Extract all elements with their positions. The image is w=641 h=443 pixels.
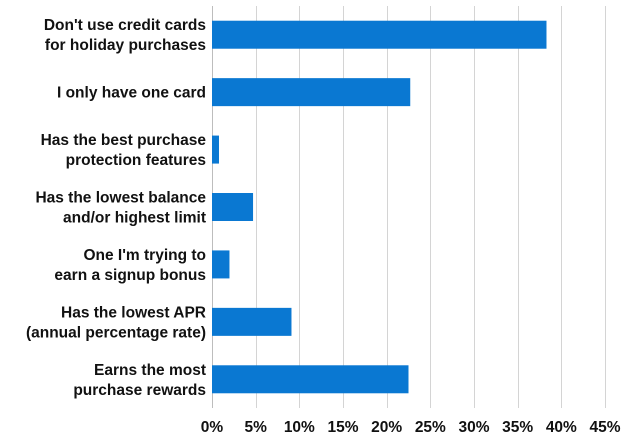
x-tick-labels: 0% 5% 10% 15% 20% 25% 30% 35% 40% 45% (201, 419, 621, 436)
x-tick-label: 5% (244, 419, 267, 436)
bar (212, 135, 219, 164)
bars (212, 20, 547, 394)
bar (212, 78, 411, 107)
category-label: Has the best purchase protection features (41, 132, 207, 169)
x-tick-label: 30% (458, 419, 489, 436)
bar (212, 365, 409, 394)
category-label: Earns the most purchase rewards (73, 362, 206, 399)
bar (212, 20, 547, 49)
gridlines (212, 6, 606, 408)
bar (212, 193, 254, 221)
bar (212, 307, 292, 336)
x-tick-label: 15% (327, 419, 358, 436)
x-tick-label: 25% (415, 419, 446, 436)
x-tick-label: 45% (589, 419, 620, 436)
category-label: I only have one card (57, 85, 206, 102)
category-label: Has the lowest balance and/or highest lim… (35, 190, 206, 227)
category-label: Don't use credit cards for holiday purcha… (44, 17, 206, 54)
x-tick-label: 35% (502, 419, 533, 436)
x-tick-label: 20% (371, 419, 402, 436)
x-tick-label: 10% (284, 419, 315, 436)
category-labels: Don't use credit cards for holiday purcha… (26, 17, 206, 399)
bar (212, 250, 230, 279)
category-label: One I'm trying to earn a signup bonus (54, 247, 206, 284)
x-tick-label: 40% (546, 419, 577, 436)
category-label: Has the lowest APR (annual percentage rat… (26, 304, 206, 341)
x-tick-label: 0% (201, 419, 224, 436)
